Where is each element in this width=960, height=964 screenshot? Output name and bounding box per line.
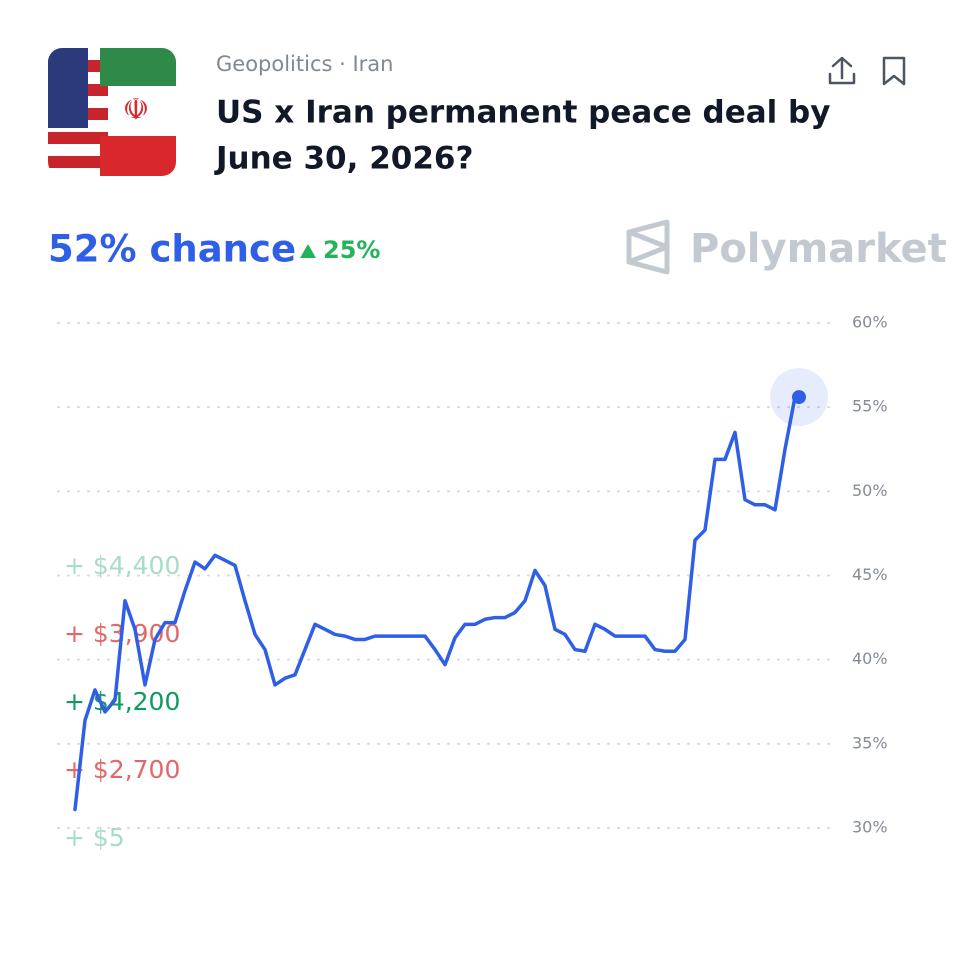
- brand: Polymarket: [690, 226, 947, 272]
- chart: 30%35%40%45%50%55%60%+ $4,400+ $3,900+ $…: [57, 313, 888, 852]
- bookmark-button[interactable]: [882, 56, 906, 86]
- title-line: June 30, 2026?: [214, 141, 473, 177]
- market-image: ☫: [48, 48, 176, 176]
- chance: 52% chance: [48, 228, 296, 271]
- price-line: [73, 395, 797, 812]
- trade-label: + $4,200: [64, 687, 180, 716]
- y-tick-label: 45%: [852, 565, 888, 584]
- category: Geopolitics · Iran: [216, 52, 393, 76]
- y-tick-label: 50%: [852, 481, 888, 500]
- trade-label: + $4,400: [64, 551, 180, 580]
- y-tick-label: 30%: [852, 818, 888, 837]
- y-tick-label: 40%: [852, 649, 888, 668]
- trade-label: + $5: [64, 823, 125, 852]
- share-button[interactable]: [828, 56, 856, 85]
- svg-text:☫: ☫: [123, 93, 150, 128]
- brand-logo: [626, 219, 670, 275]
- up-arrow: [300, 244, 316, 258]
- y-tick-label: 35%: [852, 733, 888, 752]
- y-tick-label: 60%: [852, 313, 888, 332]
- trade-label: + $2,700: [64, 755, 180, 784]
- title-line: US x Iran permanent peace deal by: [216, 95, 830, 131]
- y-tick-label: 55%: [852, 397, 888, 416]
- last-point: [792, 390, 806, 405]
- change: 25%: [323, 236, 380, 264]
